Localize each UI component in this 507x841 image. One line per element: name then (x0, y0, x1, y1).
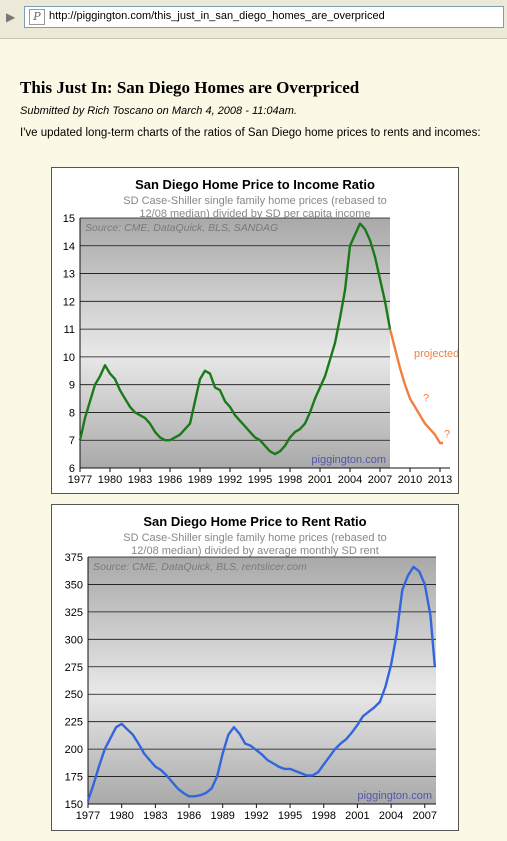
income-y-tick: 11 (64, 324, 75, 336)
rent-x-tick: 1986 (177, 810, 201, 822)
income-y-tick: 15 (63, 213, 75, 225)
rent-x-tick: 1989 (210, 810, 234, 822)
rent-x-tick: 1998 (311, 810, 335, 822)
rent-y-tick: 150 (65, 799, 83, 811)
income-x-tick: 2001 (308, 474, 332, 486)
post-intro: I've updated long-term charts of the rat… (20, 127, 481, 139)
income-x-tick: 1998 (278, 474, 302, 486)
address-bar[interactable]: P http://piggington.com/this_just_in_san… (24, 6, 504, 28)
rent-x-tick: 1995 (278, 810, 302, 822)
income-watermark: piggington.com (311, 454, 386, 466)
income-x-tick: 1995 (248, 474, 272, 486)
income-x-tick: 2007 (368, 474, 392, 486)
income-x-tick: 1980 (98, 474, 122, 486)
rent-y-tick: 275 (65, 662, 83, 674)
income-x-tick: 1992 (218, 474, 242, 486)
rent-x-tick: 1977 (76, 810, 100, 822)
rent-plot-area (88, 557, 436, 804)
rent-x-tick: 1980 (109, 810, 133, 822)
income-x-tick: 2004 (338, 474, 362, 486)
income-y-tick: 6 (69, 463, 75, 475)
post-byline: Submitted by Rich Toscano on March 4, 20… (20, 105, 297, 117)
income-series-line-0 (78, 222, 392, 456)
rent-y-tick: 300 (65, 634, 83, 646)
income-source-note: Source: CME, DataQuick, BLS, SANDAG (85, 222, 278, 234)
rent-subtitle-line: SD Case-Shiller single family home price… (123, 532, 387, 544)
url-text[interactable]: http://piggington.com/this_just_in_san_d… (49, 10, 385, 22)
price-to-income-chart: San Diego Home Price to Income Ratio SD C… (51, 167, 459, 494)
income-subtitle-line: 12/08 median) divided by SD per capita i… (139, 208, 370, 220)
post-title: This Just In: San Diego Homes are Overpr… (20, 78, 360, 97)
income-projected-label: projected (414, 348, 458, 360)
income-subtitle-line: SD Case-Shiller single family home price… (123, 195, 387, 207)
income-y-tick: 12 (63, 296, 75, 308)
rent-x-tick: 1983 (143, 810, 167, 822)
income-x-tick: 1986 (158, 474, 182, 486)
browser-toolbar: ▶ P http://piggington.com/this_just_in_s… (0, 0, 507, 39)
piggington-favicon-icon: P (29, 9, 45, 25)
price-to-income-chart-svg: San Diego Home Price to Income Ratio SD C… (63, 177, 458, 486)
income-question-mark: ? (423, 392, 429, 404)
income-x-tick: 2013 (428, 474, 452, 486)
income-y-tick: 13 (63, 269, 75, 281)
income-y-tick: 9 (69, 380, 75, 392)
rent-x-tick: 2001 (345, 810, 369, 822)
back-arrow-icon[interactable]: ▶ (6, 10, 16, 24)
rent-subtitle-line: 12/08 median) divided by average monthly… (131, 545, 379, 557)
income-series-line-1 (388, 328, 443, 445)
income-x-tick: 1989 (188, 474, 212, 486)
income-plot-area (80, 218, 390, 468)
income-y-tick: 8 (69, 407, 75, 419)
rent-y-tick: 250 (65, 689, 83, 701)
rent-source-note: Source: CME, DataQuick, BLS, rentslicer.… (93, 561, 307, 573)
rent-x-tick: 2004 (379, 810, 403, 822)
rent-x-tick: 2007 (413, 810, 437, 822)
rent-y-tick: 175 (65, 772, 83, 784)
income-question-mark: ? (444, 428, 450, 440)
rent-y-tick: 325 (65, 607, 83, 619)
price-to-rent-chart: San Diego Home Price to Rent Ratio SD Cas… (51, 504, 459, 831)
rent-y-tick: 350 (65, 579, 83, 591)
rent-y-tick: 200 (65, 744, 83, 756)
rent-y-tick: 225 (65, 717, 83, 729)
rent-x-tick: 1992 (244, 810, 268, 822)
rent-watermark: piggington.com (357, 790, 432, 802)
rent-y-tick: 375 (65, 552, 83, 564)
income-title: San Diego Home Price to Income Ratio (135, 177, 375, 192)
income-x-tick: 2010 (398, 474, 422, 486)
income-y-tick: 10 (63, 352, 75, 364)
price-to-rent-chart-svg: San Diego Home Price to Rent Ratio SD Cas… (65, 514, 437, 822)
income-y-tick: 14 (63, 241, 75, 253)
rent-title: San Diego Home Price to Rent Ratio (143, 514, 366, 529)
income-x-tick: 1977 (68, 474, 92, 486)
income-y-tick: 7 (69, 435, 75, 447)
rent-series-line-0 (86, 565, 437, 802)
income-x-tick: 1983 (128, 474, 152, 486)
